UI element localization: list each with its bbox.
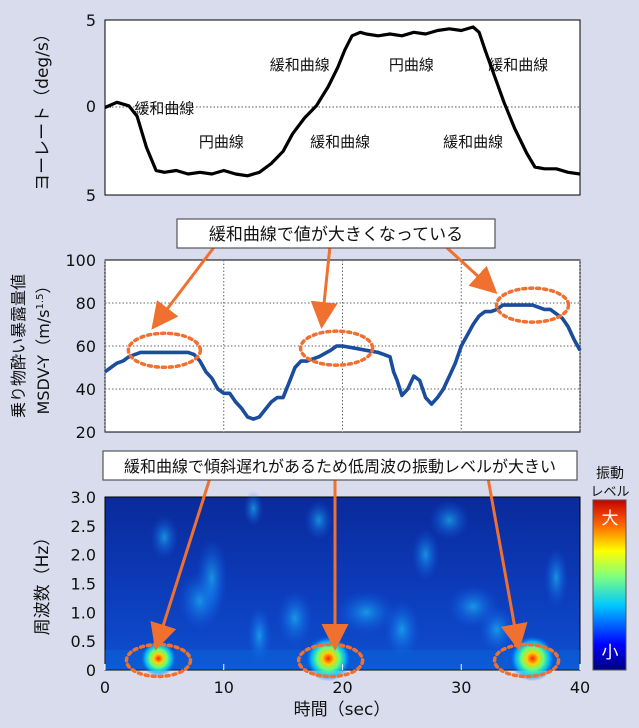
time-xtick: 20 [332, 678, 352, 697]
msdv-tick-40: 40 [76, 380, 96, 399]
yaw-annotation: 緩和曲線 [270, 56, 330, 74]
msdv-grid [104, 260, 581, 432]
colorbar-low-label: 小 [602, 643, 619, 663]
spectrogram-yticks: 3.0 2.5 2.0 1.5 1.0 0.5 0 [71, 488, 96, 680]
callout-box [102, 450, 578, 481]
yaw-annotation: 緩和曲線 [488, 56, 548, 74]
spectrogram-blob [247, 605, 272, 666]
callout-text: 緩和曲線で値が大きくなっている [209, 225, 463, 245]
time-xtick: 10 [214, 678, 234, 697]
spectrogram-ytick: 0.5 [71, 632, 96, 651]
yaw-annotation: 緩和曲線 [310, 133, 370, 151]
spectrogram-xticks: 0 10 20 30 40 [100, 664, 590, 697]
spectrogram-blob [429, 500, 470, 541]
callout-arrow [150, 477, 212, 651]
yaw-tick-bottom: 5 [86, 186, 96, 205]
spectrogram-blob [336, 590, 397, 635]
yaw-annotation: 緩和曲線 [443, 133, 503, 151]
spectrogram-blob [195, 537, 228, 618]
msdv-series [103, 303, 582, 421]
msdv-ylabel-1: 乗り物酔い暴露量値 [9, 274, 28, 418]
spectrogram-blob [383, 599, 420, 660]
spectrogram-blob [544, 547, 569, 608]
yaw-rate-series [104, 25, 581, 178]
spectrogram-ytick: 1.5 [71, 575, 96, 594]
spectrogram-ytick: 3.0 [71, 488, 96, 507]
callout-msdv: 緩和曲線で値が大きくなっている [151, 218, 498, 330]
time-xtick: 0 [100, 678, 110, 697]
yaw-tick-top: 5 [86, 11, 96, 30]
spectrogram-ytick: 0 [86, 661, 96, 680]
yaw-tick-mid: 0 [86, 97, 96, 116]
callout-box [176, 218, 496, 249]
spectrogram-ytick: 2.5 [71, 517, 96, 536]
colorbar-title-1: 振動 [596, 466, 624, 482]
callout-arrow [310, 245, 338, 329]
yaw-annotation: 円曲線 [199, 133, 244, 151]
yaw-annotation: 緩和曲線 [134, 100, 194, 118]
colorbar [592, 499, 627, 671]
yaw-annotation: 円曲線 [389, 56, 434, 74]
time-xlabel: 時間（sec） [294, 700, 391, 720]
msdv-highlights [126, 286, 571, 370]
spectrogram-blob [243, 490, 264, 527]
msdv-tick-100: 100 [65, 251, 96, 270]
spectrogram-blob [150, 515, 179, 560]
msdv-ylabel-2: MSDV-Y（m/s1.5） [34, 278, 53, 415]
msdv-tick-20: 20 [76, 423, 96, 442]
spectrogram-blob [277, 590, 313, 647]
msdv-tick-80: 80 [76, 294, 96, 313]
msdv-tick-60: 60 [76, 337, 96, 356]
highlight-ellipse [126, 331, 203, 370]
spectrogram-blob [411, 528, 440, 581]
highlight-ellipse [298, 329, 375, 367]
callout-text: 緩和曲線で傾斜遅れがあるため低周波の振動レベルが大きい [124, 457, 556, 476]
yaw-ylabel: ヨーレート（deg/s） [33, 25, 53, 191]
callout-spectrogram: 緩和曲線で傾斜遅れがあるため低周波の振動レベルが大きい [102, 450, 578, 651]
time-xtick: 40 [570, 678, 590, 697]
spectrogram-ylabel: 周波数（Hz） [33, 529, 53, 636]
colorbar-high-label: 大 [602, 509, 619, 529]
spectrogram-ytick: 2.0 [71, 546, 96, 565]
callout-arrow [486, 477, 528, 651]
spectrogram-ytick: 1.0 [71, 603, 96, 622]
callout-arrow [151, 245, 217, 330]
time-xtick: 30 [451, 678, 471, 697]
highlight-ellipse [494, 286, 571, 324]
msdv-chart: 100 80 60 40 20 乗り物酔い暴露量値 MSDV-Y（m/s1.5） [9, 251, 582, 442]
callout-arrow [443, 244, 498, 295]
spectrogram-blob [304, 500, 333, 541]
spectrogram-chart: 3.0 2.5 2.0 1.5 1.0 0.5 0 0 10 20 30 40 周波数（Hz） 時間… [33, 466, 630, 720]
colorbar-title-2: レベル [590, 485, 629, 500]
